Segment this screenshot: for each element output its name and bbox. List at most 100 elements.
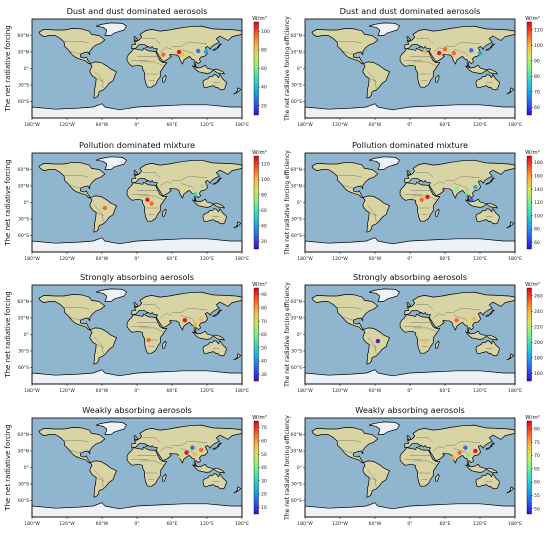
aerosol-hotspot — [466, 452, 471, 458]
country-border — [160, 446, 173, 452]
y-tick-label: 30°N — [17, 50, 29, 56]
colorbar — [253, 420, 259, 515]
x-tick-label: 180°W — [24, 256, 40, 262]
country-border — [433, 313, 446, 319]
y-tick-label: 0° — [297, 465, 302, 471]
colorbar-tick-label: 50 — [261, 452, 267, 458]
colorbar-tick-label: 180 — [534, 160, 543, 166]
north-america-landmass — [311, 427, 379, 464]
x-tick-label: 60°E — [166, 122, 177, 128]
eurasia-landmass — [404, 291, 516, 335]
colorbar-tick-label: 80 — [261, 48, 267, 54]
north-america-landmass — [311, 28, 379, 65]
map-panel-6: Strongly absorbing aerosols 180°W 120°W 60°… — [284, 272, 543, 394]
indonesia-landmass — [465, 198, 498, 209]
new-zealand-landmass — [506, 221, 515, 229]
y-tick-label: 0° — [24, 66, 29, 72]
country-border — [180, 49, 196, 57]
eurasia-landmass — [131, 291, 243, 335]
colorbar-tick-label: 220 — [534, 324, 543, 330]
country-border — [453, 315, 469, 323]
new-zealand-landmass — [506, 87, 515, 95]
country-border — [415, 304, 434, 310]
country-border — [172, 41, 208, 47]
panels: Dust and dust dominated aerosols 180°W 120… — [4, 6, 543, 527]
north-america-landmass — [311, 294, 379, 331]
indonesia-landmass — [192, 64, 225, 75]
indonesia-landmass — [192, 330, 225, 341]
japan-landmass — [485, 177, 495, 185]
country-border — [96, 477, 104, 481]
y-tick-label: 0° — [297, 200, 302, 206]
y-tick-label: 60°N — [17, 167, 29, 173]
country-border — [341, 316, 354, 321]
aerosol-hotspot — [422, 338, 427, 344]
x-tick-label: 120°W — [332, 388, 348, 394]
greenland-landmass — [368, 156, 400, 170]
country-border — [68, 50, 81, 55]
aerosol-hotspot — [178, 454, 183, 459]
y-tick-label: 60°S — [291, 233, 302, 239]
colorbar-unit: W/m² — [525, 281, 540, 288]
madagascar-landmass — [162, 340, 167, 349]
x-tick-label: 180°E — [235, 388, 249, 394]
country-border — [337, 307, 362, 310]
aerosol-hotspot — [473, 184, 478, 190]
new-zealand-landmass — [506, 353, 515, 361]
panel-ylabel: The net radiative forcing efficiency — [284, 282, 291, 388]
colorbar-tick-label: 60 — [261, 208, 267, 214]
indonesia-landmass — [192, 463, 225, 474]
x-tick-label: 180°E — [235, 122, 249, 128]
y-tick-label: 60°S — [18, 233, 29, 239]
aerosol-hotspot — [454, 318, 459, 323]
country-border — [367, 205, 377, 222]
x-tick-label: 0° — [407, 388, 412, 394]
x-tick-label: 60°E — [439, 256, 450, 262]
colorbar — [526, 155, 532, 250]
map-panel-2: Dust and dust dominated aerosols 180°W 120… — [284, 6, 543, 128]
map-panel-8: Weakly absorbing aerosols 180°W 120°W 60°W 0… — [284, 405, 540, 527]
x-tick-label: 60°W — [369, 388, 382, 394]
south-america-landmass — [362, 460, 390, 498]
aerosol-hotspot — [198, 447, 204, 453]
x-tick-label: 180°W — [297, 122, 313, 128]
greenland-landmass — [368, 288, 400, 302]
y-tick-label: 60°N — [17, 299, 29, 305]
country-border — [369, 212, 377, 216]
country-border — [68, 184, 81, 189]
colorbar-tick-label: 160 — [534, 174, 543, 180]
country-border — [433, 181, 446, 187]
aerosol-hotspot — [451, 50, 456, 56]
aerosol-hotspot — [477, 50, 483, 56]
indonesia-landmass — [192, 198, 225, 209]
country-border — [64, 175, 89, 178]
aerosol-hotspot — [419, 197, 424, 202]
aerosol-hotspot — [473, 448, 478, 454]
country-border — [68, 316, 81, 321]
aerosol-hotspot — [149, 201, 154, 206]
africa-landmass — [126, 446, 168, 487]
panel-title: Strongly absorbing aerosols — [80, 272, 194, 282]
aerosol-hotspot — [193, 322, 198, 327]
country-border — [445, 307, 481, 313]
country-border — [180, 315, 196, 323]
aerosol-hotspot — [457, 450, 462, 455]
y-tick-label: 60°S — [18, 498, 29, 504]
y-tick-label: 60°N — [290, 167, 302, 173]
x-tick-label: 180°E — [508, 256, 522, 262]
colorbar-unit: W/m² — [252, 15, 267, 22]
x-tick-label: 120°E — [473, 388, 487, 394]
uk-landmass — [133, 36, 138, 42]
colorbar-tick-label: 70 — [261, 425, 267, 431]
country-border — [160, 181, 173, 187]
colorbar-tick-label: 50 — [534, 506, 540, 512]
country-border — [68, 449, 81, 454]
panel-title: Pollution dominated mixture — [79, 140, 195, 150]
aerosol-hotspot — [182, 318, 188, 323]
eurasia-landmass — [404, 25, 516, 69]
japan-landmass — [485, 309, 495, 317]
colorbar-tick-label: 100 — [534, 213, 543, 219]
x-tick-label: 60°E — [439, 122, 450, 128]
colorbar-tick-label: 50 — [261, 345, 267, 351]
madagascar-landmass — [435, 208, 440, 217]
